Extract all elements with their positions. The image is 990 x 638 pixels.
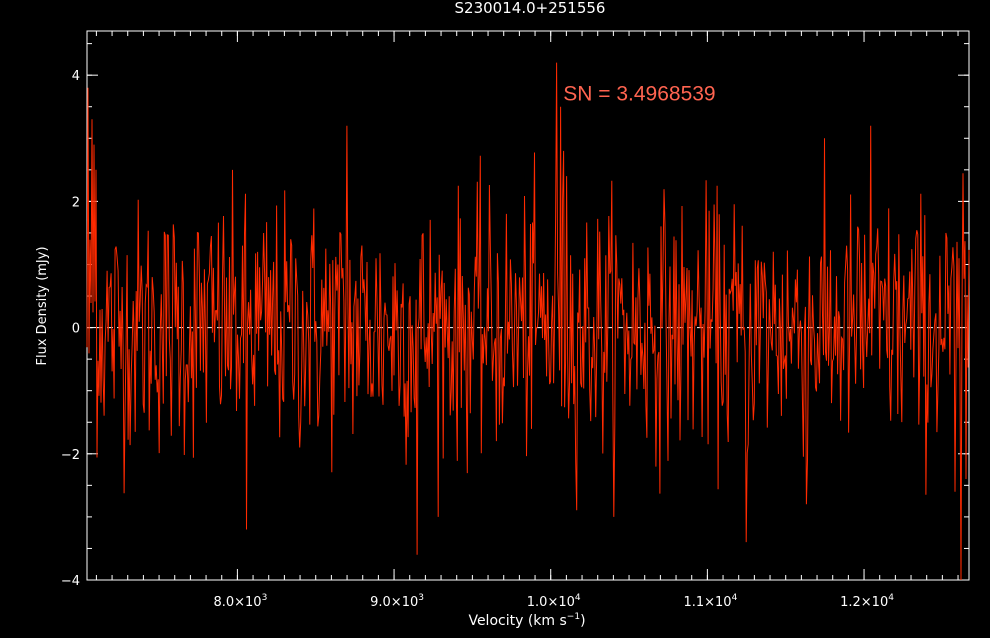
x-tick-label: 1.2×104 [840,593,894,610]
y-tick-label: −2 [61,448,80,463]
x-tick-label-mantissa: 1.1×10 [683,595,731,610]
tick-labels: 8.0×103 9.0×103 1.0×104 1.1×104 1.2×104−4−20… [61,69,894,610]
x-tick-label-mantissa: 1.2×10 [840,595,888,610]
x-tick-label-mantissa: 1.0×10 [527,595,575,610]
x-axis-label-end: ) [580,613,585,629]
x-tick-label-mantissa: 9.0×10 [370,595,418,610]
y-tick-label: 4 [72,69,80,84]
x-tick-label-mantissa: 8.0×10 [213,595,261,610]
x-axis-label-main: Velocity (km s [468,613,566,629]
y-tick-label: 2 [72,195,80,210]
chart-title: S230014.0+251556 [455,0,606,17]
x-tick-label: 1.0×104 [527,593,581,610]
axis-ticks [87,31,969,581]
x-tick-label-exponent: 3 [418,593,424,603]
sn-annotation: SN = 3.4968539 [563,82,715,105]
x-tick-label-exponent: 4 [888,593,894,603]
x-axis-label-exponent: −1 [567,612,580,622]
x-tick-label-exponent: 4 [732,593,738,603]
x-tick-label-exponent: 3 [262,593,268,603]
x-tick-label: 9.0×103 [370,593,424,610]
y-tick-label: −4 [61,574,80,589]
y-tick-label: 0 [72,322,80,337]
y-axis-label: Flux Density (mJy) [35,246,50,365]
x-tick-label-exponent: 4 [575,593,581,603]
x-tick-label: 1.1×104 [683,593,737,610]
x-tick-label: 8.0×103 [213,593,267,610]
flux-series-line [86,62,970,581]
x-axis-label: Velocity (km s−1) [468,612,585,629]
